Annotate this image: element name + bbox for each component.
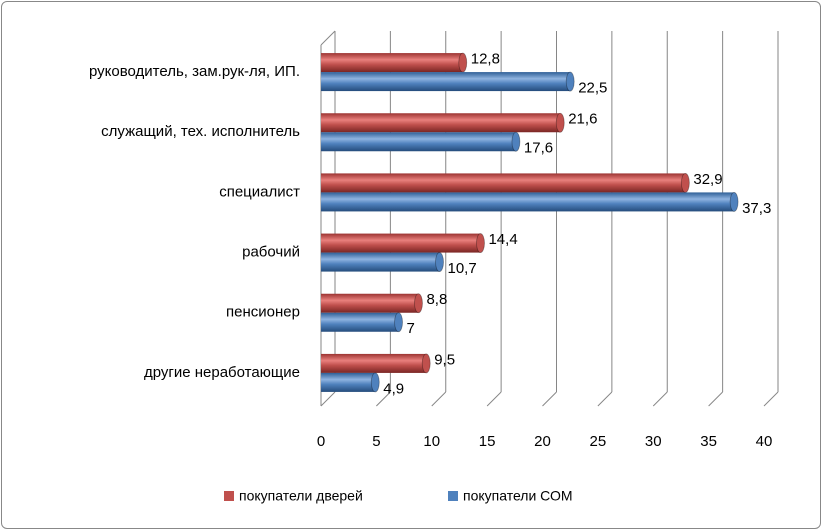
data-label: 4,9	[383, 380, 404, 397]
bar	[321, 192, 735, 212]
x-tick-label: 40	[756, 433, 773, 450]
x-tick-label: 20	[534, 433, 551, 450]
gridline-floor	[431, 391, 447, 407]
bar-cap	[680, 173, 690, 193]
gridline-floor	[376, 391, 391, 407]
bar-cap	[565, 71, 575, 92]
gridline-floor	[542, 391, 557, 407]
bar	[321, 132, 516, 152]
bar-cap	[370, 372, 380, 393]
bar	[321, 252, 440, 272]
data-label: 17,6	[524, 140, 553, 157]
data-label: 32,9	[693, 171, 722, 188]
x-tick-label: 0	[317, 433, 325, 450]
bar-cap	[435, 252, 444, 272]
gridline-floor	[708, 391, 723, 407]
bar	[321, 72, 571, 92]
x-tick-label: 10	[423, 433, 440, 450]
bar-cap	[414, 293, 423, 314]
legend-label: покупатели дверей	[239, 488, 363, 504]
legend-swatch	[448, 491, 458, 501]
bar-cap	[729, 192, 739, 212]
x-tick-label: 15	[479, 433, 496, 450]
bar-cap	[555, 112, 565, 133]
gridline-floor	[597, 391, 613, 407]
bar	[321, 113, 561, 133]
category-label: специалист	[219, 183, 300, 200]
category-label: служащий, тех. исполнитель	[101, 123, 300, 140]
data-label: 14,4	[488, 231, 517, 248]
gridline-floor	[652, 391, 668, 407]
bar-cap	[511, 131, 521, 152]
x-tick-label: 35	[700, 433, 717, 450]
category-label: рабочий	[242, 244, 300, 261]
gridline-floor	[486, 391, 502, 407]
bar-cap	[458, 52, 468, 73]
bar-cap	[394, 312, 403, 333]
bar	[321, 173, 686, 193]
x-tick-label: 25	[590, 433, 607, 450]
bar-cap	[421, 353, 431, 374]
axis-depth-top	[320, 30, 336, 46]
category-label: руководитель, зам.рук-ля, ИП.	[89, 63, 300, 80]
bar	[321, 353, 427, 373]
data-label: 10,7	[448, 260, 477, 277]
legend-swatch	[224, 491, 234, 501]
bar	[321, 53, 463, 73]
category-label: пенсионер	[226, 304, 300, 321]
data-label: 8,8	[426, 291, 447, 308]
legend-label: покупатели СОМ	[463, 488, 573, 504]
data-label: 12,8	[471, 51, 500, 68]
bar	[321, 233, 481, 253]
bar	[321, 312, 399, 332]
x-tick-label: 5	[372, 433, 380, 450]
data-label: 7	[407, 320, 415, 337]
axis-depth-bottom	[320, 391, 336, 407]
data-label: 22,5	[578, 80, 607, 97]
bar-cap	[476, 233, 485, 253]
gridline-floor	[763, 391, 779, 407]
x-tick-label: 30	[645, 433, 662, 450]
bar	[321, 372, 376, 392]
category-label: другие неработающие	[144, 364, 300, 381]
data-label: 37,3	[742, 200, 771, 217]
bar	[321, 293, 419, 313]
data-label: 21,6	[568, 111, 597, 128]
data-label: 9,5	[434, 351, 455, 368]
